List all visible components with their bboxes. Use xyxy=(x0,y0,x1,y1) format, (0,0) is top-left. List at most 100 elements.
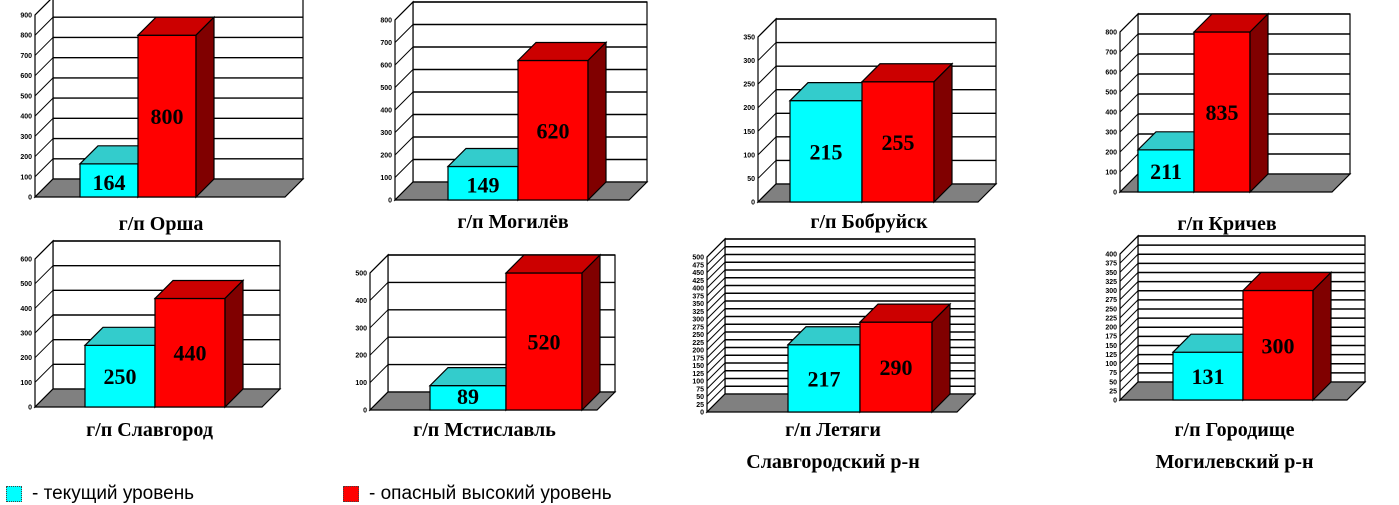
gridline-side xyxy=(394,69,414,88)
gridline-side xyxy=(1119,363,1139,383)
y-tick-label: 800 xyxy=(1105,30,1117,37)
gridline-side xyxy=(757,42,777,61)
bar-current xyxy=(79,163,139,198)
y-tick-label: 375 xyxy=(692,293,704,300)
chart-title: г/п Славгород xyxy=(86,419,213,441)
gridline-side xyxy=(394,136,414,156)
y-tick-label: 900 xyxy=(20,13,32,20)
gridline-side xyxy=(1119,272,1139,291)
y-tick-label: 200 xyxy=(380,153,392,160)
gridline-side xyxy=(757,160,777,179)
y-tick-label: 800 xyxy=(20,33,32,40)
gridline-side xyxy=(1119,133,1139,153)
gridline-side xyxy=(369,364,389,383)
gridline-side xyxy=(706,378,726,397)
gridline-side xyxy=(394,46,414,66)
bar-danger xyxy=(861,81,935,203)
gridline-side xyxy=(757,18,777,38)
gridline-side xyxy=(394,24,414,43)
data-label: 149 xyxy=(467,172,500,197)
legend-current-swatch xyxy=(6,486,22,502)
gridline-side xyxy=(757,89,777,109)
y-tick-label: 100 xyxy=(20,174,32,181)
data-label: 290 xyxy=(880,355,913,380)
y-tick-label: 500 xyxy=(692,255,704,262)
gridline-side xyxy=(394,1,414,21)
y-tick-label: 300 xyxy=(1105,288,1117,295)
y-tick-label: 400 xyxy=(355,298,367,305)
data-label: 255 xyxy=(882,130,915,155)
gridline-side xyxy=(369,254,389,274)
gridline-side xyxy=(394,91,414,111)
bar-current xyxy=(789,100,863,203)
data-label: 835 xyxy=(1206,100,1239,125)
gridline-side xyxy=(1119,33,1139,53)
gridline-side xyxy=(34,289,54,309)
gridline-side xyxy=(34,314,54,334)
gridline-side xyxy=(34,138,54,157)
y-tick-label: 300 xyxy=(743,58,755,65)
y-tick-label: 400 xyxy=(20,306,32,313)
bar-current xyxy=(1172,351,1244,401)
y-tick-label: 300 xyxy=(1105,130,1117,137)
y-tick-label: 300 xyxy=(355,325,367,332)
y-tick-label: 600 xyxy=(20,73,32,80)
y-tick-label: 350 xyxy=(743,35,755,42)
y-tick-label: 125 xyxy=(692,371,704,378)
data-label: 440 xyxy=(174,341,207,366)
gridline-side xyxy=(1119,372,1139,392)
gridline-side xyxy=(1119,345,1139,364)
y-tick-label: 500 xyxy=(1105,90,1117,97)
gridline-side xyxy=(1119,13,1139,33)
gridline-side xyxy=(394,114,414,133)
y-tick-label: 175 xyxy=(1105,334,1117,341)
y-tick-label: 425 xyxy=(692,278,704,285)
gridline-side xyxy=(369,309,389,329)
y-tick-label: 700 xyxy=(380,40,392,47)
gridline-side xyxy=(706,354,726,374)
y-tick-label: 200 xyxy=(20,355,32,362)
gridline-side xyxy=(1119,281,1139,300)
gridline-side xyxy=(706,254,726,273)
y-tick-label: 350 xyxy=(692,301,704,308)
gridline-side xyxy=(34,57,54,77)
bar-current xyxy=(84,344,156,408)
bar-current xyxy=(787,344,861,413)
gridline-side xyxy=(34,117,54,137)
y-tick-label: 400 xyxy=(1105,110,1117,117)
legend-current: - текущий уровень xyxy=(6,483,194,505)
y-tick-label: 100 xyxy=(692,379,704,386)
y-tick-label: 400 xyxy=(20,114,32,121)
gridline-side xyxy=(706,385,726,405)
bar-danger-side xyxy=(1249,12,1269,194)
bar-danger-side xyxy=(933,62,953,204)
data-label: 89 xyxy=(457,384,479,409)
y-tick-label: 75 xyxy=(696,386,704,393)
y-tick-label: 400 xyxy=(1105,252,1117,259)
y-tick-label: 50 xyxy=(1109,379,1117,386)
gridline-side xyxy=(706,362,726,382)
bar-danger xyxy=(154,297,226,408)
y-tick-label: 450 xyxy=(692,270,704,277)
chart-left-wall xyxy=(757,17,777,204)
gridline-side xyxy=(706,285,726,304)
y-tick-label: 200 xyxy=(1105,325,1117,332)
y-tick-label: 0 xyxy=(700,410,704,417)
bar-danger xyxy=(1193,31,1251,193)
legend-current-label: - текущий уровень xyxy=(32,483,195,504)
data-label: 131 xyxy=(1192,364,1225,389)
y-tick-label: 250 xyxy=(1105,306,1117,313)
chart-title: г/п Летяги xyxy=(785,419,881,441)
gridline-side xyxy=(1119,263,1139,282)
gridline-side xyxy=(394,159,414,178)
y-tick-label: 0 xyxy=(28,405,32,412)
y-tick-label: 50 xyxy=(747,176,755,183)
y-tick-label: 150 xyxy=(743,129,755,136)
gridline-side xyxy=(1119,153,1139,173)
y-tick-label: 200 xyxy=(1105,150,1117,157)
y-tick-label: 0 xyxy=(363,408,367,415)
gridline-side xyxy=(706,277,726,297)
y-tick-label: 150 xyxy=(692,363,704,370)
y-tick-label: 600 xyxy=(1105,70,1117,77)
